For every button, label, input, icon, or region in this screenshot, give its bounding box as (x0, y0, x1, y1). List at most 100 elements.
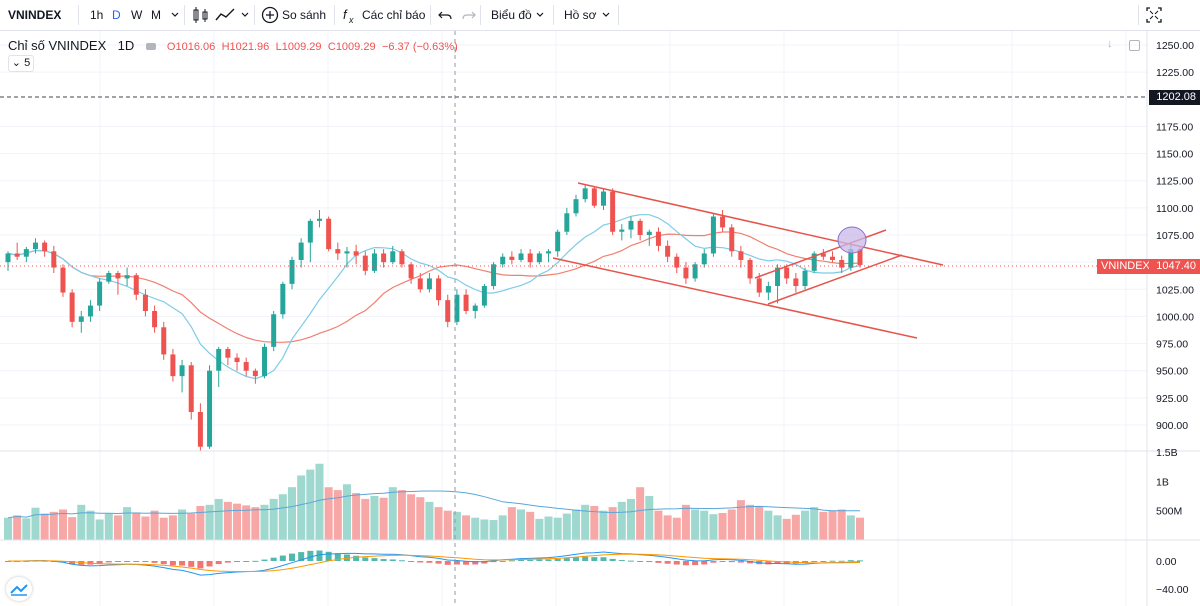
candle-body (426, 278, 432, 290)
macd-histogram-bar (160, 561, 167, 565)
candle-body (326, 218, 332, 250)
volume-bar (306, 469, 315, 540)
volume-bar (251, 507, 260, 540)
interval-w[interactable]: W (131, 8, 143, 22)
indicators-button[interactable]: Các chỉ báo (362, 8, 426, 22)
candles-icon[interactable] (191, 0, 211, 30)
macd-histogram-bar (353, 555, 360, 561)
macd-histogram-bar (380, 559, 387, 561)
candle-body (765, 286, 771, 293)
volume-ma-line (7, 490, 860, 519)
macd-histogram-bar (325, 551, 332, 561)
legend-open: O1016.06 (166, 41, 216, 53)
svg-text:x: x (348, 15, 354, 25)
volume-bar (691, 509, 700, 540)
volume-bar (205, 504, 214, 540)
volume-bar (315, 463, 324, 540)
chart-area[interactable]: 1250.00 1225.00 1175.00 1150.00 1125.00 1100.… (0, 31, 1200, 606)
interval-m[interactable]: M (151, 8, 161, 22)
volume-bar (636, 487, 645, 540)
macd-histogram-bar (224, 561, 231, 563)
volume-bar (819, 511, 828, 540)
studies-toggle-button[interactable]: ⌄ 5 (8, 55, 34, 72)
candle-body (69, 292, 75, 322)
studies-count: 5 (24, 57, 31, 69)
macd-histogram-bar (692, 561, 699, 566)
undo-icon[interactable] (438, 0, 452, 30)
candle-body (115, 273, 121, 279)
volume-bar (187, 513, 196, 540)
volume-bar (617, 501, 626, 540)
ma-fast-line (7, 214, 861, 380)
download-icon[interactable]: ↓ (1107, 38, 1113, 50)
divider (1138, 5, 1139, 25)
collapse-icon[interactable] (145, 43, 156, 51)
add-circle-icon[interactable] (261, 0, 279, 30)
price-tick-label: 1225.00 (1156, 67, 1194, 79)
chevron-down-icon[interactable] (240, 0, 250, 30)
macd-histogram-bar (206, 561, 213, 567)
macd-histogram-bar (609, 558, 616, 561)
volume-bar (4, 517, 12, 540)
chevron-down-icon[interactable] (170, 0, 180, 30)
maximize-pane-icon[interactable] (1129, 40, 1140, 51)
candle-body (683, 267, 689, 279)
macd-histogram-bar (554, 558, 561, 561)
macd-histogram-bar (96, 561, 103, 564)
volume-bar (150, 510, 159, 540)
macd-pane (5, 550, 863, 576)
fullscreen-icon[interactable] (1146, 0, 1162, 30)
crosshair-price-label: 1202.08 (1149, 90, 1200, 105)
profile-menu-button[interactable]: Hồ sơ (564, 8, 597, 22)
legend-change: −6.37 (−0.63%) (381, 41, 458, 53)
candle-body (710, 216, 716, 254)
candle-body (839, 259, 845, 268)
redo-icon[interactable] (462, 0, 476, 30)
volume-bar (608, 507, 617, 540)
candle-body (87, 305, 93, 317)
candle-body (445, 300, 451, 322)
candle-body (271, 314, 277, 347)
candle-body (692, 264, 698, 279)
chevron-down-icon[interactable] (601, 0, 611, 30)
chart-menu-button[interactable]: Biểu đồ (491, 8, 532, 22)
price-tick-label: 1150.00 (1156, 149, 1193, 161)
chevron-down-icon[interactable] (535, 0, 545, 30)
candle-body (655, 231, 661, 246)
macd-histogram-bar (719, 561, 726, 562)
volume-bar (709, 514, 718, 540)
candle-body (756, 278, 762, 293)
candle-body (23, 249, 29, 257)
macd-histogram-bar (252, 560, 259, 562)
volume-pane (4, 463, 864, 540)
macd-histogram-bar (142, 561, 149, 563)
candle-body (362, 255, 368, 271)
macd-histogram-bar (472, 561, 479, 565)
interval-d[interactable]: D (112, 8, 121, 22)
interval-1h[interactable]: 1h (90, 8, 104, 22)
compare-button[interactable]: So sánh (282, 8, 327, 22)
candle-body (252, 370, 258, 377)
candle-body (591, 188, 597, 206)
volume-bar (801, 510, 810, 540)
candle-body (600, 191, 606, 206)
symbol-search[interactable]: VNINDEX (8, 8, 62, 22)
price-pane (5, 183, 863, 452)
volume-bar (77, 504, 86, 540)
candle-body (491, 264, 497, 287)
candle-body (747, 259, 753, 279)
candle-body (848, 249, 854, 268)
volume-bar (535, 518, 544, 540)
line-style-icon[interactable] (214, 0, 236, 30)
legend-interval: 1D (117, 38, 135, 53)
volume-bar (434, 507, 443, 540)
tradingview-logo[interactable] (6, 577, 32, 601)
volume-bar (443, 510, 452, 540)
candle-body (564, 213, 570, 232)
volume-bar (288, 487, 296, 540)
macd-histogram-bar (105, 561, 112, 563)
candle-body (32, 242, 38, 250)
legend-title[interactable]: Chỉ số VNINDEX (8, 38, 107, 53)
